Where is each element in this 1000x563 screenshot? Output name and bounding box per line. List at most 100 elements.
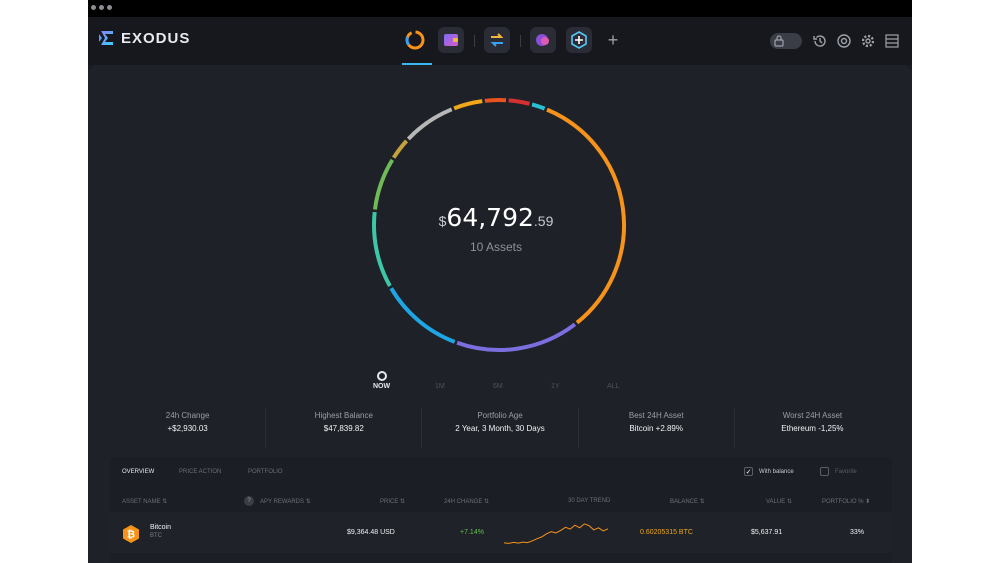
brand-name: EXODUS: [121, 29, 191, 47]
total-amount: 64,792: [446, 203, 534, 232]
tab-portfolio[interactable]: PORTFOLIO: [248, 469, 283, 475]
trend-sparkline: [504, 523, 608, 544]
support-icon[interactable]: [836, 33, 852, 49]
sparkline-path: [504, 523, 608, 544]
col-value[interactable]: VALUE ⇅: [766, 499, 792, 505]
tab-overview[interactable]: OVERVIEW: [122, 469, 155, 475]
lock-icon: [774, 35, 784, 47]
stat-value: Ethereum -1,25%: [781, 424, 844, 433]
exodus-logo-icon: [99, 31, 113, 45]
active-nav-indicator: [402, 63, 432, 65]
stat-highest-balance: Highest Balance $47,839.82: [266, 408, 423, 448]
wallet-icon: [444, 34, 458, 46]
top-navigation: EXODUS: [88, 17, 912, 65]
time-range-selector: NOW 1M 6M 1Y ALL: [88, 371, 912, 403]
nav-app-plus-button[interactable]: [566, 27, 592, 53]
stat-label: Worst 24H Asset: [782, 411, 843, 420]
stat-value: 2 Year, 3 Month, 30 Days: [455, 424, 545, 433]
add-app-button[interactable]: +: [607, 29, 619, 50]
asset-balance: 0.60205315 BTC: [640, 529, 693, 536]
grid-menu-icon[interactable]: [884, 33, 900, 49]
checkbox-checked-icon[interactable]: ✓: [744, 467, 753, 476]
brand-logo: EXODUS: [98, 29, 190, 47]
range-now[interactable]: NOW: [373, 383, 391, 390]
portfolio-main: $64,792.59 10 Assets NOW 1M 6M 1Y ALL 24…: [88, 65, 912, 563]
nav-wallet-button[interactable]: [438, 27, 464, 53]
filter-with-balance[interactable]: ✓ With balance: [744, 467, 794, 476]
donut-segment[interactable]: [484, 98, 507, 103]
col-price[interactable]: PRICE ⇅: [380, 499, 406, 505]
col-asset-name[interactable]: ASSET NAME ⇅: [122, 499, 168, 505]
donut-segment[interactable]: [508, 98, 530, 106]
assets-table: OVERVIEW PRICE ACTION PORTFOLIO ✓ With b…: [110, 457, 892, 563]
filter-label: With balance: [759, 468, 794, 475]
portfolio-ring-icon: [405, 30, 425, 50]
stat-worst-asset: Worst 24H Asset Ethereum -1,25%: [735, 408, 890, 448]
window-maximize-dot[interactable]: [107, 5, 112, 10]
stat-label: 24h Change: [165, 411, 210, 420]
donut-segment[interactable]: [389, 287, 456, 344]
asset-ticker: BTC: [150, 533, 162, 539]
asset-price: $9,364.48 USD: [347, 529, 395, 536]
donut-segment[interactable]: [531, 102, 546, 111]
checkbox-icon[interactable]: [820, 467, 829, 476]
stat-24h-change: 24h Change +$2,930.03: [110, 408, 267, 448]
tab-price-action[interactable]: PRICE ACTION: [179, 469, 222, 475]
donut-segment[interactable]: [546, 107, 626, 325]
privacy-toggle[interactable]: [770, 33, 802, 49]
donut-segment[interactable]: [456, 322, 577, 352]
help-icon[interactable]: ?: [244, 496, 254, 506]
asset-name: Bitcoin: [150, 524, 172, 531]
range-1y[interactable]: 1Y: [551, 383, 560, 390]
stat-label: Highest Balance: [314, 411, 373, 420]
stat-value: +$2,930.03: [167, 424, 208, 433]
nav-exchange-button[interactable]: [484, 27, 510, 53]
range-slider-knob[interactable]: [377, 371, 387, 381]
donut-segment[interactable]: [406, 107, 453, 141]
nav-portfolio-button[interactable]: [402, 27, 428, 53]
asset-value: $5,637.91: [751, 529, 783, 536]
asset-portfolio-pct: 33%: [850, 529, 865, 536]
title-bar: [88, 0, 912, 17]
currency-symbol: $: [438, 213, 447, 229]
range-6m[interactable]: 6M: [493, 383, 503, 390]
stat-portfolio-age: Portfolio Age 2 Year, 3 Month, 30 Days: [422, 408, 579, 448]
stat-value: Bitcoin +2.89%: [629, 424, 683, 433]
col-24h-change[interactable]: 24H CHANGE ⇅: [444, 499, 490, 505]
app-window: EXODUS: [88, 0, 912, 563]
window-minimize-dot[interactable]: [99, 5, 104, 10]
donut-segment[interactable]: [453, 99, 483, 111]
col-apy-rewards[interactable]: APY REWARDS ⇅: [260, 499, 311, 505]
nav-divider: [474, 35, 475, 47]
portfolio-total: $64,792.59: [88, 203, 904, 232]
window-close-dot[interactable]: [91, 5, 96, 10]
assets-count: 10 Assets: [469, 240, 523, 254]
settings-gear-icon[interactable]: [860, 33, 876, 49]
range-1m[interactable]: 1M: [435, 383, 445, 390]
stat-label: Portfolio Age: [477, 411, 523, 420]
app-plus-icon: [571, 31, 587, 49]
history-icon[interactable]: [812, 33, 828, 49]
nav-app-button[interactable]: [530, 27, 556, 53]
exchange-arrows-icon: [490, 33, 504, 47]
portfolio-stats: 24h Change +$2,930.03 Highest Balance $4…: [110, 408, 890, 448]
svg-text:₿: ₿: [127, 529, 135, 541]
nav-divider: [520, 35, 521, 47]
donut-segment[interactable]: [372, 211, 392, 287]
col-balance[interactable]: BALANCE ⇅: [670, 499, 705, 505]
total-cents: .59: [533, 213, 554, 229]
app-icon: [536, 34, 549, 46]
stat-value: $47,839.82: [323, 424, 364, 433]
table-row[interactable]: ₿ Bitcoin BTC $9,364.48 USD +7.14% 0.602…: [110, 512, 892, 553]
col-30-day-trend: 30 DAY TREND: [568, 498, 611, 504]
bitcoin-icon: ₿: [123, 525, 139, 543]
asset-24h-change: +7.14%: [460, 529, 484, 536]
col-portfolio-pct[interactable]: PORTFOLIO % ⬍: [822, 499, 871, 505]
stat-best-asset: Best 24H Asset Bitcoin +2.89%: [579, 408, 735, 448]
filter-label: Favorite: [835, 468, 857, 475]
range-all[interactable]: ALL: [607, 383, 620, 390]
donut-segment[interactable]: [372, 158, 395, 210]
allocation-donut-chart: [372, 98, 626, 352]
filter-favorite[interactable]: Favorite: [820, 467, 857, 476]
donut-segment[interactable]: [392, 139, 409, 159]
